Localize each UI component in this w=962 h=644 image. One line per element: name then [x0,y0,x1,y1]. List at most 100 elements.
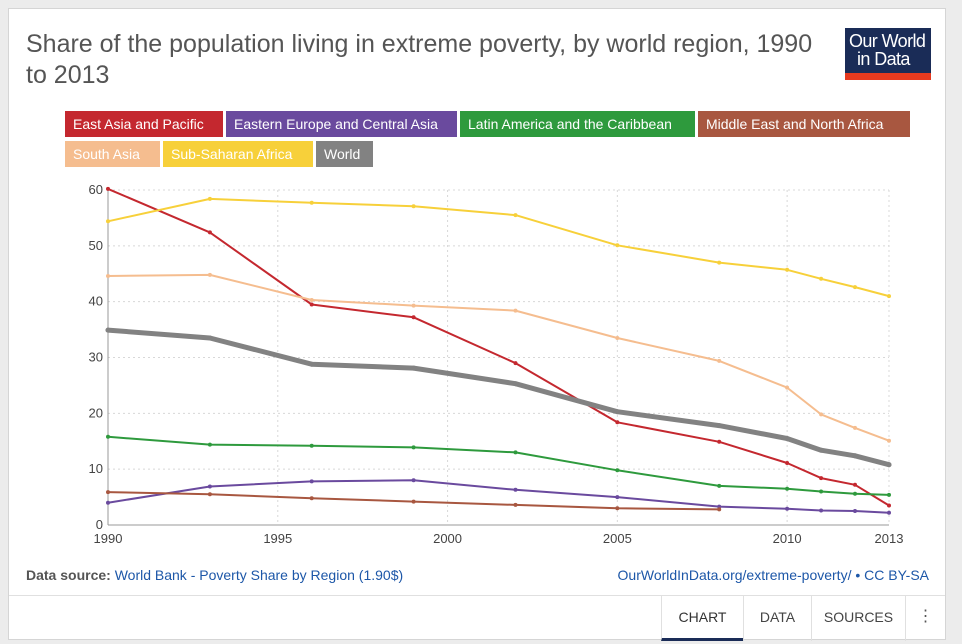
data-point [106,500,110,505]
data-point [785,385,790,390]
data-point [852,453,858,459]
y-tick-label: 30 [89,350,103,365]
logo-accent-bar [845,73,931,80]
series-line [107,187,890,507]
data-point [784,436,790,441]
data-point [106,490,110,495]
data-point [853,482,857,487]
series-line [107,479,890,514]
data-point [887,510,891,515]
data-source-label: Data source: [26,567,111,583]
data-point [207,492,212,497]
data-point [615,468,620,473]
legend-item[interactable]: East Asia and Pacific [65,111,223,137]
data-point [411,478,416,483]
x-tick-label: 2010 [773,531,802,546]
legend-item[interactable]: South Asia [65,141,160,167]
data-point [819,489,824,494]
y-tick-label: 20 [89,405,103,420]
more-options-icon[interactable]: ⋮ [905,596,945,641]
data-point [853,425,857,430]
series-line [107,197,890,298]
data-point [411,315,416,320]
data-point [309,479,314,484]
y-tick-label: 60 [89,182,103,197]
data-point [785,506,790,511]
data-point [309,443,314,448]
data-point [513,308,518,313]
data-point [886,462,892,468]
data-source-link[interactable]: World Bank - Poverty Share by Region (1.… [114,567,404,583]
data-point [513,487,518,492]
data-point [105,327,111,333]
data-point [615,243,620,248]
data-point [513,502,518,507]
data-point [785,486,790,491]
data-point [717,504,722,509]
license-info: OurWorldInData.org/extreme-poverty/ • CC… [618,567,929,583]
x-tick-label: 1995 [263,531,292,546]
data-point [785,461,790,465]
data-point [207,442,212,447]
data-point [106,219,110,224]
logo-text-line1: Our World [849,31,926,51]
x-tick-label: 2013 [875,531,904,546]
data-point [513,361,518,366]
data-point [818,447,824,453]
x-tick-label: 2000 [433,531,462,546]
data-point [207,484,212,489]
tab-sources[interactable]: SOURCES [811,596,905,641]
chart-card: Share of the population living in extrem… [8,8,946,641]
data-point [411,204,416,209]
tab-data[interactable]: DATA [743,596,811,641]
data-point [106,274,110,278]
data-point [513,381,518,387]
data-point [513,450,518,455]
y-tick-label: 10 [89,461,103,476]
data-point [717,260,722,265]
x-tick-label: 2005 [603,531,632,546]
data-point [513,213,518,218]
license-link[interactable]: CC BY-SA [864,567,929,583]
legend-item[interactable]: Middle East and North Africa [698,111,910,137]
data-point [887,503,891,508]
owid-logo[interactable]: Our World in Data [845,28,931,80]
y-tick-label: 40 [89,294,103,309]
permalink[interactable]: OurWorldInData.org/extreme-poverty/ [617,567,852,583]
data-point [615,336,620,340]
data-point [309,298,314,302]
tab-chart[interactable]: CHART [661,596,743,641]
data-point [853,509,857,513]
data-point [614,409,620,415]
data-point [716,423,722,429]
data-point [207,230,212,235]
data-point [309,496,314,501]
y-tick-label: 0 [96,517,103,532]
data-point [411,303,416,308]
data-point [887,438,891,443]
chart-title: Share of the population living in extrem… [26,30,813,89]
data-point [207,335,213,341]
data-point [887,492,891,497]
legend-item[interactable]: Sub-Saharan Africa [163,141,313,167]
data-point [819,276,824,281]
legend-item[interactable]: Eastern Europe and Central Asia [226,111,457,137]
line-chart: 0 10 20 30 40 50 60 1990 1995 2000 2005 2010 2013 [89,182,904,546]
data-point [717,439,722,444]
data-point [309,361,315,367]
data-point [717,358,722,363]
data-point [615,506,620,511]
legend-item[interactable]: Latin America and the Caribbean [460,111,695,137]
data-point [853,285,857,290]
legend-item[interactable]: World [316,141,373,167]
data-point [785,267,790,272]
data-point [411,365,417,371]
data-source: Data source: World Bank - Poverty Share … [26,567,403,583]
data-point [819,476,824,481]
license-separator: • [851,567,865,583]
data-point [207,196,212,201]
data-point [887,294,891,299]
data-point [309,302,314,307]
y-tick-label: 50 [89,238,103,253]
logo-text-line2: in Data [857,49,910,69]
